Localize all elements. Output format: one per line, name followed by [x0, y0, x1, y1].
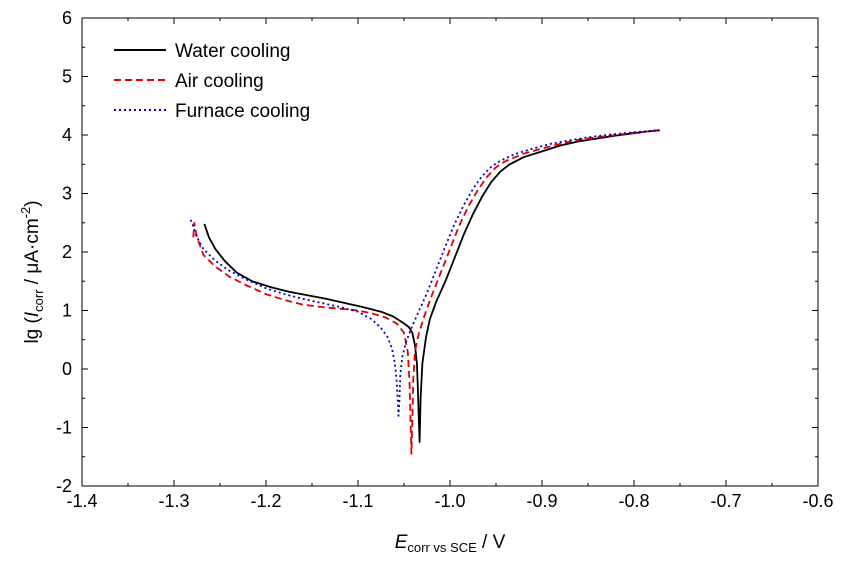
series-line-water-cooling — [203, 129, 660, 444]
y-tick-label: 1 — [62, 301, 72, 321]
x-axis-title: Ecorr vs SCE / V — [395, 532, 506, 555]
y-tick-label: 5 — [62, 67, 72, 87]
y-axis-title-mid: / μA·cm — [22, 218, 43, 289]
x-tick-label: -0.7 — [710, 491, 741, 511]
legend-label: Water cooling — [175, 41, 290, 62]
legend-label: Air cooling — [175, 71, 264, 92]
y-axis-title-suffix: ) — [22, 200, 43, 206]
y-axis-title-sup: -2 — [18, 207, 33, 219]
axis-tick-labels: -1.4 -1.3 -1.2 -1.1 -1.0 -0.9 -0.8 -0.7 -0.6 -2 -1… — [56, 8, 834, 511]
y-axis-title: lg (Icorr / μA·cm-2) — [18, 200, 46, 343]
x-axis-title-sub: corr vs SCE — [407, 540, 477, 555]
y-tick-label: 6 — [62, 8, 72, 28]
series-layer — [189, 129, 660, 455]
x-tick-label: -0.9 — [526, 491, 557, 511]
x-tick-label: -1.0 — [434, 491, 465, 511]
x-tick-label: -1.3 — [158, 491, 189, 511]
series-line-furnace-cooling — [189, 129, 658, 417]
legend-label: Furnace cooling — [175, 101, 310, 122]
y-tick-label: -2 — [56, 476, 72, 496]
y-axis-title-main: I — [22, 311, 43, 317]
y-tick-label: 0 — [62, 359, 72, 379]
y-tick-label: 3 — [62, 184, 72, 204]
x-tick-label: -1.1 — [342, 491, 373, 511]
x-tick-label: -1.4 — [66, 491, 97, 511]
y-tick-label: -1 — [56, 418, 72, 438]
axis-ticks — [81, 17, 819, 487]
x-tick-label: -0.6 — [802, 491, 833, 511]
y-tick-label: 2 — [62, 242, 72, 262]
x-tick-label: -0.8 — [618, 491, 649, 511]
y-axis-title-prefix: lg ( — [22, 316, 43, 343]
x-tick-label: -1.2 — [250, 491, 281, 511]
series-line-air-cooling — [192, 129, 658, 455]
x-axis-title-main: E — [395, 532, 408, 553]
x-axis-title-unit: / V — [477, 532, 506, 553]
legend: Water cooling Air cooling Furnace cooling — [114, 41, 310, 122]
y-axis-title-sub: corr — [31, 289, 46, 312]
y-tick-label: 4 — [62, 125, 72, 145]
